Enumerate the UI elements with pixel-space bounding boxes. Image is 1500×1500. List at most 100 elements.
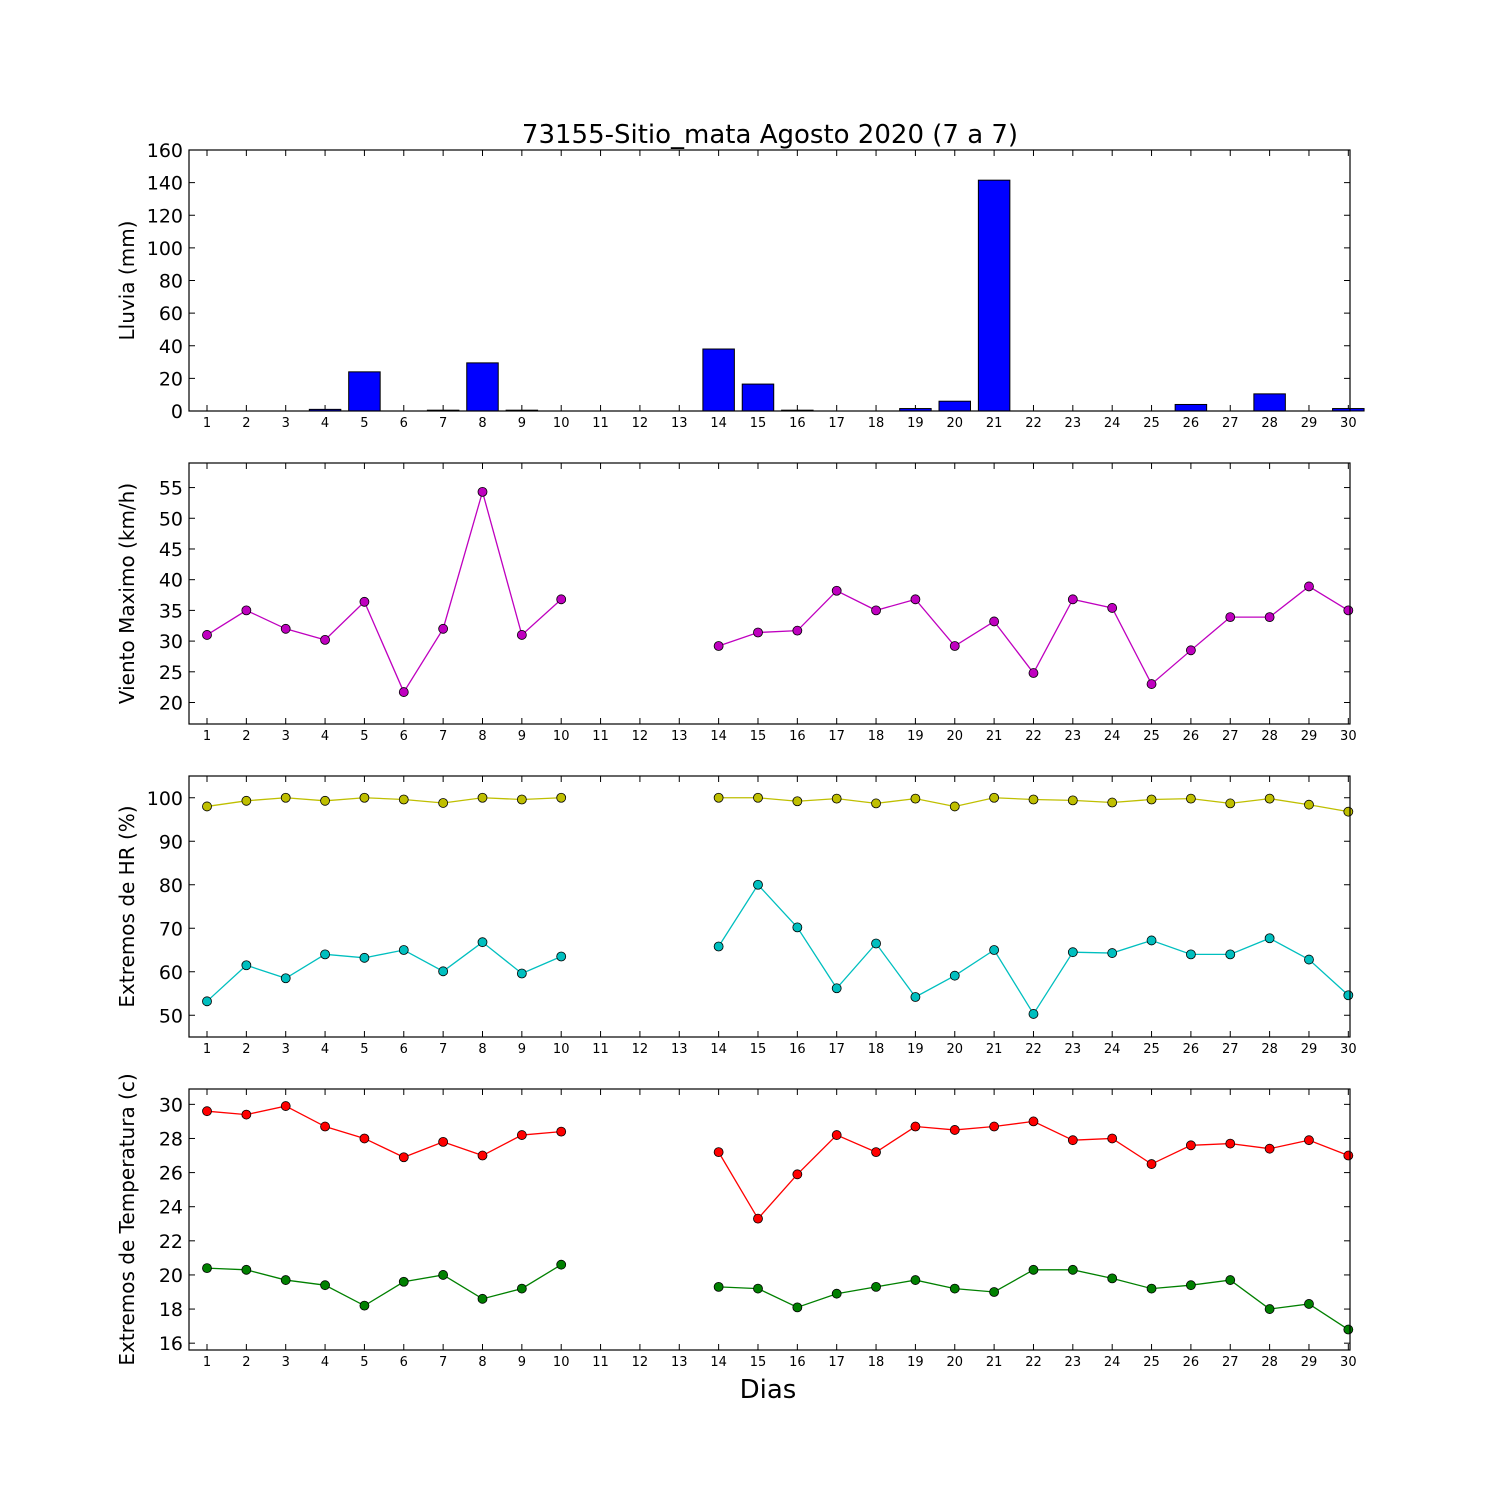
point-day-20 xyxy=(949,1283,960,1294)
point-day-18 xyxy=(871,1147,881,1158)
x-tick-label: 6 xyxy=(400,1042,408,1057)
y-tick-label: 40 xyxy=(159,336,183,358)
x-tick-label: 27 xyxy=(1222,1042,1239,1057)
x-tick-label: 4 xyxy=(321,729,329,744)
x-tick-label: 7 xyxy=(439,1355,447,1370)
point-day-30 xyxy=(1343,990,1354,1001)
x-tick-label: 23 xyxy=(1065,1355,1082,1370)
point-day-17 xyxy=(831,1130,842,1140)
series-line xyxy=(206,1264,562,1307)
x-tick-label: 21 xyxy=(986,416,1003,431)
point-day-1 xyxy=(202,1263,212,1274)
x-tick-label: 14 xyxy=(710,1355,727,1370)
y-tick-label: 18 xyxy=(159,1299,183,1321)
point-day-16 xyxy=(792,796,803,807)
x-tick-label: 27 xyxy=(1222,1355,1239,1370)
x-tick-label: 20 xyxy=(946,1355,963,1370)
x-tick-label: 19 xyxy=(907,729,924,744)
point-day-3 xyxy=(280,973,291,984)
point-day-9 xyxy=(516,1283,527,1294)
point-day-9 xyxy=(516,1130,527,1140)
x-tick-label: 5 xyxy=(360,416,368,431)
point-day-10 xyxy=(556,792,567,803)
x-tick-label: 3 xyxy=(282,729,290,744)
x-tick-label: 21 xyxy=(986,1355,1003,1370)
x-tick-label: 4 xyxy=(321,416,329,431)
point-day-30 xyxy=(1343,605,1354,616)
point-day-18 xyxy=(871,938,881,949)
point-day-14 xyxy=(713,1281,724,1292)
x-tick-label: 16 xyxy=(789,729,806,744)
point-day-7 xyxy=(438,966,449,977)
point-day-30 xyxy=(1343,806,1354,817)
point-day-24 xyxy=(1107,1133,1118,1144)
x-tick-label: 18 xyxy=(868,416,885,431)
bar-day-26 xyxy=(1174,403,1208,412)
series-1 xyxy=(202,792,1354,817)
x-tick-label: 20 xyxy=(946,1042,963,1057)
x-tick-label: 13 xyxy=(671,1042,688,1057)
x-tick-label: 24 xyxy=(1104,416,1121,431)
x-tick-label: 12 xyxy=(632,1355,649,1370)
x-tick-label: 22 xyxy=(1025,729,1042,744)
point-day-15 xyxy=(753,627,763,638)
point-day-1 xyxy=(202,630,212,640)
x-tick-label: 29 xyxy=(1301,729,1318,744)
point-day-19 xyxy=(910,594,921,605)
point-day-20 xyxy=(949,970,960,981)
point-day-28 xyxy=(1264,1304,1275,1314)
x-tick-label: 14 xyxy=(710,729,727,744)
point-day-8 xyxy=(477,1150,488,1161)
x-tick-label: 15 xyxy=(750,416,767,431)
point-day-14 xyxy=(713,941,724,952)
point-day-5 xyxy=(359,1300,370,1311)
x-tick-label: 28 xyxy=(1261,1042,1278,1057)
x-tick-label: 23 xyxy=(1065,729,1082,744)
x-tick-label: 30 xyxy=(1340,729,1357,744)
series-line xyxy=(206,797,562,808)
x-tick-label: 11 xyxy=(592,1042,609,1057)
point-day-7 xyxy=(438,1136,449,1147)
point-day-1 xyxy=(202,801,212,812)
x-tick-label: 13 xyxy=(671,416,688,431)
point-day-28 xyxy=(1264,793,1275,804)
chart-title: 73155-Sitio_mata Agosto 2020 (7 a 7) xyxy=(522,120,1018,150)
point-day-27 xyxy=(1225,1275,1236,1285)
x-tick-label: 1 xyxy=(203,1042,211,1057)
plot-frame xyxy=(188,775,1351,1038)
x-tick-label: 30 xyxy=(1340,1042,1357,1057)
point-day-29 xyxy=(1304,1299,1314,1309)
plot-frame xyxy=(188,149,1351,412)
point-day-28 xyxy=(1264,933,1275,944)
x-tick-label: 25 xyxy=(1143,729,1160,744)
point-day-18 xyxy=(871,605,881,616)
point-day-7 xyxy=(438,798,449,808)
series-line xyxy=(206,941,562,1002)
point-day-1 xyxy=(202,1106,212,1117)
point-day-10 xyxy=(556,951,567,962)
point-day-20 xyxy=(949,641,960,651)
point-day-3 xyxy=(280,1101,291,1111)
x-tick-label: 21 xyxy=(986,729,1003,744)
x-tick-label: 3 xyxy=(282,1042,290,1057)
point-day-2 xyxy=(241,795,252,806)
x-tick-label: 7 xyxy=(439,1042,447,1057)
point-day-6 xyxy=(398,687,409,697)
point-day-18 xyxy=(871,798,881,809)
x-tick-label: 23 xyxy=(1065,416,1082,431)
point-day-1 xyxy=(202,996,212,1007)
x-tick-label: 5 xyxy=(360,729,368,744)
point-day-28 xyxy=(1264,612,1275,623)
series-2 xyxy=(202,879,1354,1019)
x-tick-label: 26 xyxy=(1183,416,1200,431)
x-tick-label: 14 xyxy=(710,416,727,431)
x-tick-label: 25 xyxy=(1143,1355,1160,1370)
point-day-4 xyxy=(320,795,330,806)
point-day-22 xyxy=(1028,1264,1039,1275)
x-tick-label: 9 xyxy=(518,416,526,431)
x-tick-label: 11 xyxy=(592,729,609,744)
x-tick-label: 4 xyxy=(321,1355,329,1370)
point-day-24 xyxy=(1107,603,1118,613)
x-tick-label: 9 xyxy=(518,1042,526,1057)
